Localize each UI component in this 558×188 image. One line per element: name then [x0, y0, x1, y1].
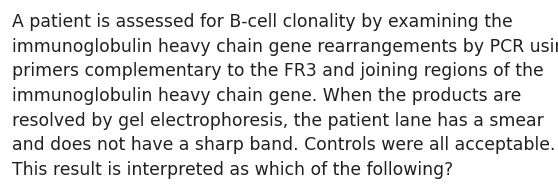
Text: primers complementary to the FR3 and joining regions of the: primers complementary to the FR3 and joi…: [12, 62, 544, 80]
Text: A patient is assessed for B-cell clonality by examining the: A patient is assessed for B-cell clonali…: [12, 13, 513, 31]
Text: immunoglobulin heavy chain gene rearrangements by PCR using: immunoglobulin heavy chain gene rearrang…: [12, 38, 558, 56]
Text: immunoglobulin heavy chain gene. When the products are: immunoglobulin heavy chain gene. When th…: [12, 87, 522, 105]
Text: and does not have a sharp band. Controls were all acceptable.: and does not have a sharp band. Controls…: [12, 136, 556, 154]
Text: This result is interpreted as which of the following?: This result is interpreted as which of t…: [12, 161, 454, 179]
Text: resolved by gel electrophoresis, the patient lane has a smear: resolved by gel electrophoresis, the pat…: [12, 112, 544, 130]
